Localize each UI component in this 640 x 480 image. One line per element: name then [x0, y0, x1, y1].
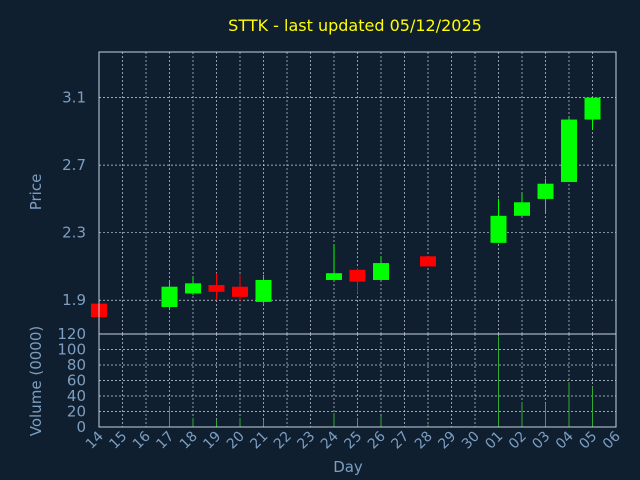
candle-body: [490, 215, 507, 243]
price-grid: [98, 52, 617, 334]
price-tick-label: 2.7: [62, 156, 86, 174]
candle-body: [584, 97, 601, 120]
volume-tick-label: 20: [67, 403, 86, 421]
candle-body: [420, 256, 436, 267]
volume-tick-label: 60: [67, 372, 86, 390]
candle-body: [161, 286, 178, 307]
volume-tick-label: 80: [67, 356, 86, 374]
candle-body: [255, 279, 272, 302]
volume-tick-label: 100: [57, 341, 86, 359]
x-axis-label: Day: [333, 458, 363, 476]
price-tick-label: 3.1: [62, 89, 86, 107]
volume-axis-label: Volume (0000): [27, 326, 45, 436]
candle-body: [326, 273, 342, 280]
candle-body: [232, 286, 248, 297]
volume-bars: [169, 336, 593, 427]
price-tick-label: 1.9: [62, 291, 86, 309]
volume-tick-label: 120: [57, 325, 86, 343]
candle-body: [373, 263, 389, 280]
volume-panel-frame: [98, 333, 617, 428]
candle-body: [514, 202, 530, 216]
candle-body: [561, 119, 577, 183]
volume-tick-label: 0: [76, 418, 86, 436]
candle-body: [537, 183, 554, 199]
price-tick-label: 2.3: [62, 224, 86, 242]
candle-body: [208, 285, 225, 292]
candle-body: [185, 283, 201, 294]
price-axis-label: Price: [27, 174, 45, 211]
volume-tick-label: 40: [67, 387, 86, 405]
candles: [91, 97, 601, 318]
candle-body: [349, 269, 366, 282]
chart-title: STTK - last updated 05/12/2025: [228, 16, 482, 35]
